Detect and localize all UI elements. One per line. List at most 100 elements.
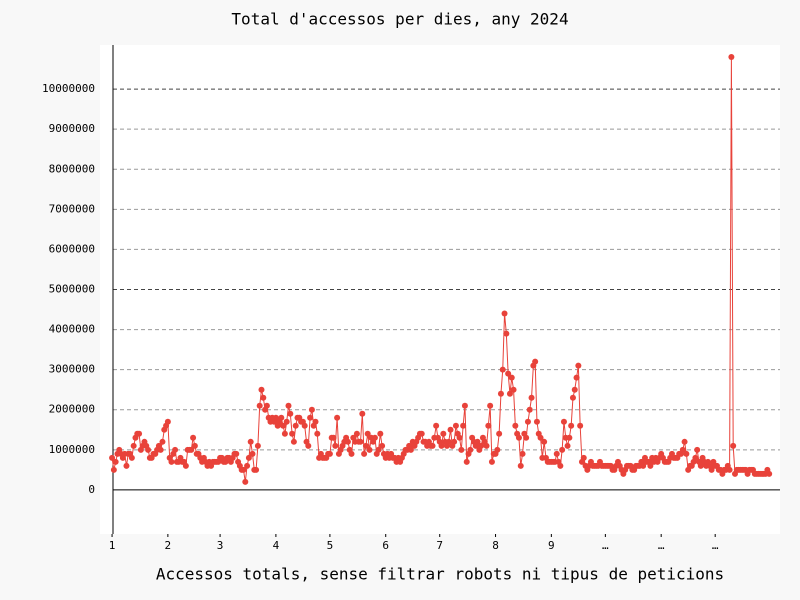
data-point [478,442,485,449]
data-point [292,422,299,429]
data-point [512,422,519,429]
data-point [467,446,474,453]
data-point [334,414,341,421]
data-point [364,430,371,437]
data-point [766,470,773,477]
data-point [694,446,701,453]
data-point [726,466,733,473]
data-point [281,430,288,437]
data-point [366,446,373,453]
x-tick-label: … [658,539,665,552]
data-point [505,370,512,377]
data-point [483,442,490,449]
data-point [307,414,314,421]
data-point [557,462,564,469]
data-point [242,478,249,485]
x-tick-label: … [712,539,719,552]
data-point [280,422,287,429]
data-point [157,446,164,453]
data-point [326,450,333,457]
data-point [515,434,522,441]
data-point [145,446,152,453]
data-point [244,462,251,469]
data-point [433,422,440,429]
data-point [510,386,517,393]
data-point [456,434,463,441]
data-point [182,462,189,469]
data-point [301,422,308,429]
data-point [573,374,580,381]
data-point [332,442,339,449]
data-point [260,394,267,401]
data-point [474,438,481,445]
data-point [256,402,263,409]
data-point [708,466,715,473]
data-point [123,462,130,469]
data-point [566,434,573,441]
y-tick-label: 2000000 [49,403,95,416]
data-point [460,422,467,429]
data-point [564,442,571,449]
data-point [159,438,166,445]
x-tick-label: … [602,539,609,552]
data-point [168,458,175,465]
data-point [533,418,540,425]
data-point [330,434,337,441]
data-point [503,330,510,337]
data-point [285,402,292,409]
data-point [458,446,465,453]
data-point [445,438,452,445]
data-point [517,462,524,469]
data-point [697,462,704,469]
data-point [191,442,198,449]
data-point [287,410,294,417]
data-point [571,386,578,393]
x-tick-label: 9 [548,539,555,552]
data-point [283,418,290,425]
data-point [357,438,364,445]
data-point [485,422,492,429]
data-point [377,430,384,437]
data-point [407,446,414,453]
data-point [249,450,256,457]
data-point [312,418,319,425]
y-tick-label: 0 [88,483,95,496]
data-point [371,434,378,441]
data-point [447,426,454,433]
data-point [128,454,135,461]
data-point [508,374,515,381]
x-tick-label: 4 [273,539,280,552]
data-point [136,430,143,437]
data-point [361,450,368,457]
y-tick-label: 1000000 [49,443,95,456]
data-point [254,442,261,449]
data-point [537,434,544,441]
data-point [559,446,566,453]
data-point [278,414,285,421]
data-point [253,466,260,473]
data-point [580,454,587,461]
data-point [647,462,654,469]
y-tick-label: 7000000 [49,202,95,215]
y-tick-label: 5000000 [49,283,95,296]
data-point [263,402,270,409]
data-point [418,430,425,437]
data-point [683,450,690,457]
y-tick-label: 10000000 [42,82,95,95]
data-point [289,430,296,437]
data-point [524,418,531,425]
data-point [130,442,137,449]
data-point [429,442,436,449]
data-point [519,450,526,457]
x-tick-label: 6 [382,539,389,552]
data-point [577,422,584,429]
data-point [112,458,119,465]
data-point [523,434,530,441]
data-point [272,414,279,421]
data-point [499,366,506,373]
data-point [305,442,312,449]
data-point [463,458,470,465]
data-point [568,422,575,429]
